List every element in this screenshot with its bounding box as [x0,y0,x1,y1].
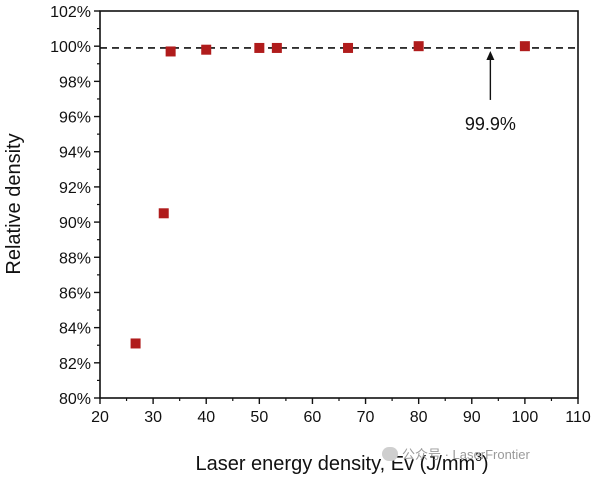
x-tick-label: 90 [463,409,481,426]
data-point [158,208,169,219]
data-point [165,46,176,57]
y-tick-label: 84% [59,321,91,338]
plot-frame [99,10,579,399]
y-tick-label: 96% [59,110,91,127]
x-axis-title-main: Laser energy density, Ev (J/mm [195,453,475,475]
y-tick-label: 100% [50,39,91,56]
data-points [130,41,530,349]
x-axis-title-tail: ) [482,453,489,475]
data-point [519,41,530,52]
annotation-arrow-head [486,50,495,60]
x-tick-label: 60 [304,409,322,426]
data-point [254,42,265,53]
y-tick-label: 80% [59,391,91,408]
x-tick-label: 40 [197,409,215,426]
y-axis-ticks: 80% 82% 84% 86% 88% 90% 92% 94% 96% 98% 100% 102% [50,4,100,408]
x-tick-label: 70 [357,409,375,426]
data-point [343,42,354,53]
y-tick-label: 94% [59,145,91,162]
x-axis-title: Laser energy density, Ev (J/mm3) [195,450,488,475]
x-axis-title-superscript: 3 [475,450,482,464]
y-tick-label: 82% [59,356,91,373]
wechat-icon [382,447,398,461]
y-tick-label: 92% [59,180,91,197]
x-tick-label: 20 [91,409,109,426]
watermark-text: 公众号 · LaserFrontier [402,447,530,462]
y-tick-label: 88% [59,250,91,267]
x-tick-label: 50 [250,409,268,426]
y-tick-label: 90% [59,215,91,232]
data-point [130,338,141,349]
y-tick-label: 98% [59,74,91,91]
x-tick-label: 80 [410,409,428,426]
data-point [413,41,424,52]
plot-border [99,10,579,399]
y-axis-title: Relative density [3,133,25,274]
data-point [201,44,212,55]
y-tick-label: 102% [50,4,91,21]
annotation-group: 99.9% [465,50,516,134]
y-tick-label: 86% [59,285,91,302]
data-point [271,42,282,53]
x-tick-label: 30 [144,409,162,426]
watermark: 公众号 · LaserFrontier [382,444,530,463]
x-axis-ticks: 20 30 40 50 60 70 80 90 100 110 [91,398,591,426]
annotation-label: 99.9% [465,114,516,134]
x-tick-label: 110 [565,409,591,426]
x-tick-label: 100 [512,409,539,426]
